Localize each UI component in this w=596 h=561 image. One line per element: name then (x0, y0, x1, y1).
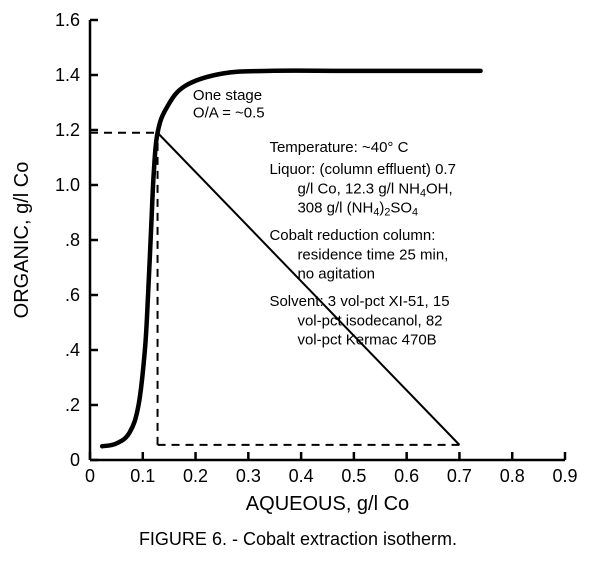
y-ticks: 0 .2 .4 .6 .8 1.0 1.2 1.4 1.6 (55, 10, 98, 470)
x-tick-label: 0 (85, 466, 95, 486)
annotation-liquor-1: Liquor: (column effluent) 0.7 (269, 161, 456, 178)
x-tick-label: 0.3 (236, 466, 261, 486)
x-tick-label: 0.7 (447, 466, 472, 486)
annotation-liquor-2: g/l Co, 12.3 g/l NH4OH, (297, 180, 452, 199)
x-tick-label: 0.4 (289, 466, 314, 486)
x-tick-label: 0.6 (394, 466, 419, 486)
annotation-solvent-2: vol-pct isodecanol, 82 (297, 312, 442, 329)
chart-svg: 00.10.20.30.40.50.60.70.80.9 0.2.4.6.81.… (0, 0, 596, 561)
annotation-column-1: Cobalt reduction column: (269, 227, 435, 244)
x-tick-label: 0.9 (552, 466, 577, 486)
y-tick-label: 1.4 (55, 65, 80, 85)
x-ticks: 0 0.1 0.2 0.3 0.4 0.5 0.6 0.7 0.8 0.9 (85, 452, 578, 486)
y-tick-label: 1.0 (55, 175, 80, 195)
y-tick-label: 1.2 (55, 120, 80, 140)
x-tick-label: 0.5 (341, 466, 366, 486)
y-tick-label: .4 (65, 340, 80, 360)
y-tick-label: 1.6 (55, 10, 80, 30)
x-tick-label: 0.1 (130, 466, 155, 486)
annotation-column-3: no agitation (297, 266, 375, 283)
y-tick-label: .2 (65, 395, 80, 415)
y-tick-label: .8 (65, 230, 80, 250)
annotation-stage-1: One stage (193, 87, 262, 104)
annotation-solvent-3: vol-pct Kermac 470B (297, 332, 436, 349)
annotation-stage-2: O/A = ~0.5 (193, 105, 265, 122)
figure-caption: FIGURE 6. - Cobalt extraction isotherm. (139, 529, 457, 549)
chart-container: 00.10.20.30.40.50.60.70.80.9 0.2.4.6.81.… (0, 0, 596, 561)
annotation-solvent-1: Solvent: 3 vol-pct XI-51, 15 (269, 293, 449, 310)
annotation-temperature: Temperature: ~40° C (269, 139, 408, 156)
annotation-liquor-3: 308 g/l (NH4)2SO4 (297, 200, 418, 219)
x-tick-label: 0.8 (500, 466, 525, 486)
y-tick-label: .6 (65, 285, 80, 305)
y-tick-label: 0 (70, 450, 80, 470)
annotation-column-2: residence time 25 min, (297, 246, 448, 263)
x-axis-title: AQUEOUS, g/l Co (246, 493, 409, 515)
y-axis-title: ORGANIC, g/l Co (11, 162, 33, 319)
x-tick-label: 0.2 (183, 466, 208, 486)
